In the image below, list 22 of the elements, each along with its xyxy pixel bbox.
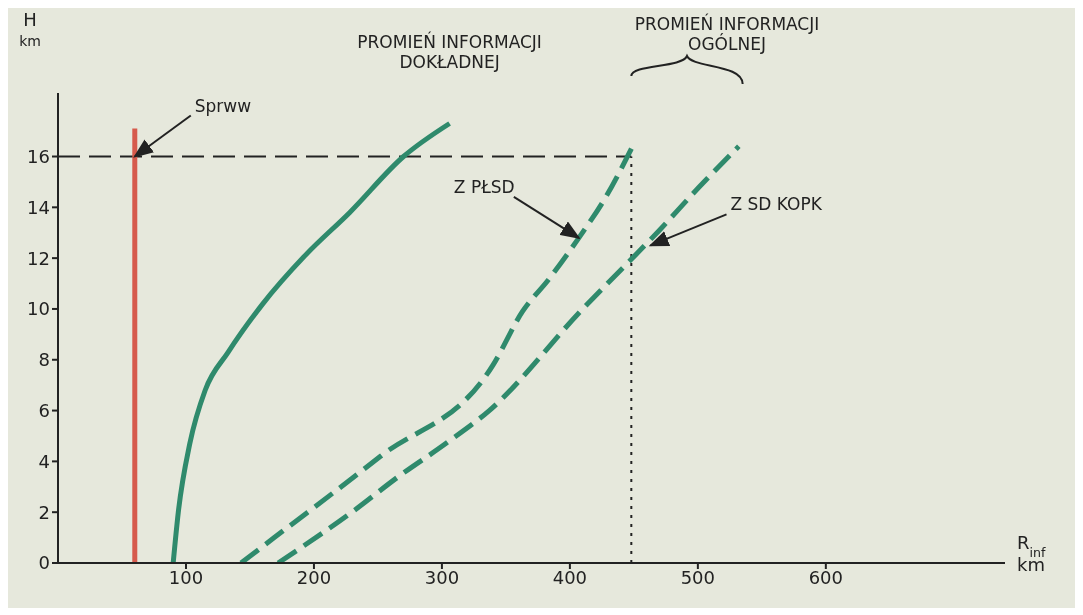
y-tick-label: 8	[38, 349, 50, 371]
x-tick-label: 100	[168, 566, 204, 588]
x-tick-label: 600	[808, 566, 844, 588]
x-tick-label: 400	[552, 566, 588, 588]
y-tick-label: 12	[27, 247, 50, 269]
x-tick-label: 200	[296, 566, 332, 588]
y-tick-label: 16	[27, 145, 50, 167]
annotation: Z SD KOPK	[730, 194, 823, 215]
x-tick-label: 300	[424, 566, 460, 588]
y-axis-title: H km	[19, 9, 41, 49]
y-tick-label: 4	[38, 450, 50, 472]
y-tick-label: 14	[27, 196, 50, 218]
x-tick-label: 500	[680, 566, 716, 588]
annotation: Sprww	[194, 95, 252, 116]
text: PROMIEŃ INFORMACJI OGÓLNEJ	[634, 13, 820, 54]
annotation: Z PŁSD	[453, 176, 515, 197]
y-tick-label: 0	[38, 552, 50, 574]
x-axis-title: R$_{inf}$ km	[1017, 532, 1046, 575]
y-tick-label: 10	[27, 298, 50, 320]
y-tick-label: 6	[38, 399, 50, 421]
annotation: PROMIEŃ INFORMACJI DOKŁADNEJ	[357, 31, 542, 73]
y-tick-label: 2	[38, 501, 50, 523]
